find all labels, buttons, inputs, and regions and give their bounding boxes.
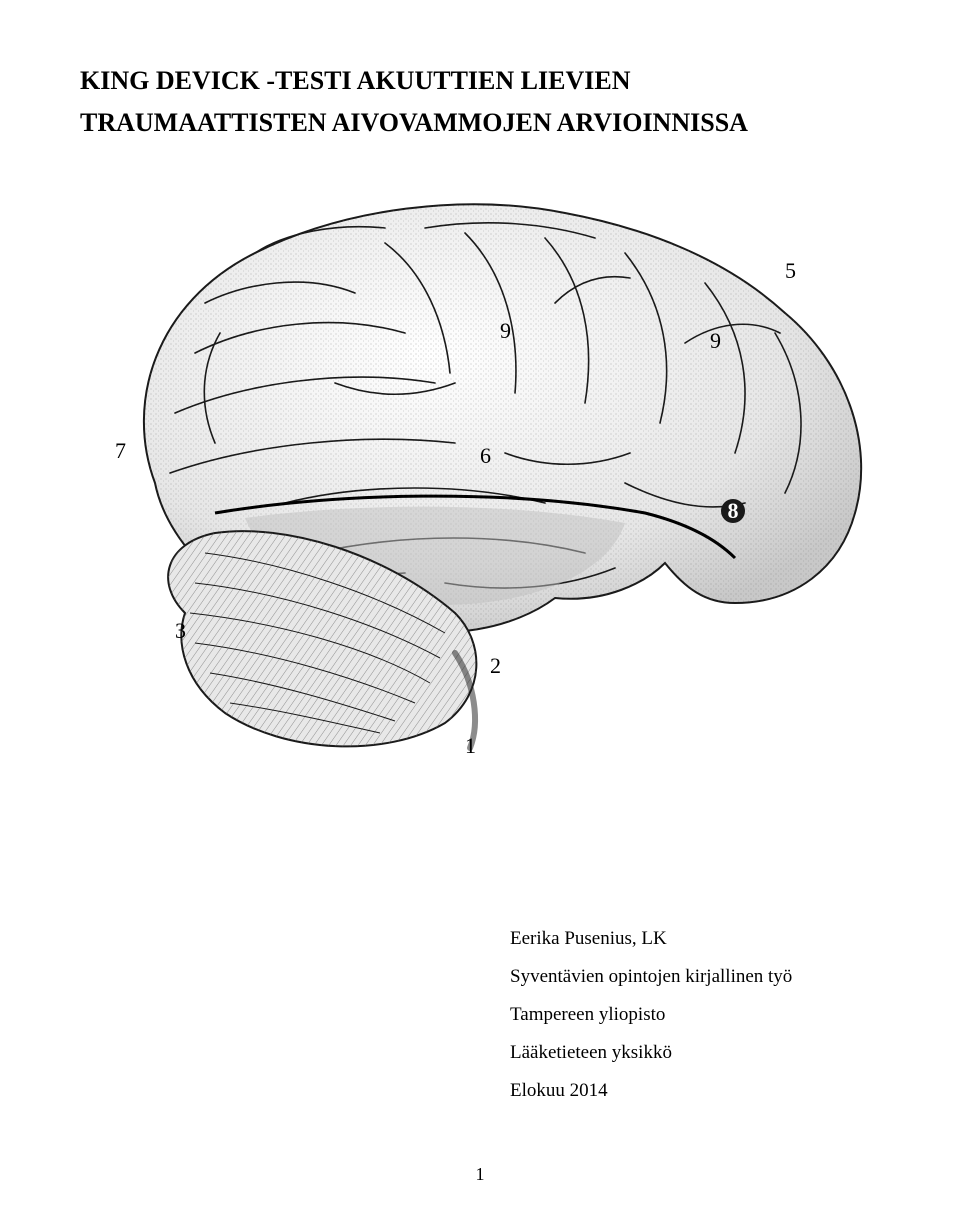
figure-label-9: 9 bbox=[710, 328, 721, 353]
figure-label-7: 7 bbox=[115, 438, 126, 463]
author-unit: Lääketieteen yksikkö bbox=[510, 1034, 792, 1072]
figure-label-2: 2 bbox=[490, 653, 501, 678]
title-line-1: KING DEVICK -TESTI AKUUTTIEN LIEVIEN bbox=[80, 66, 630, 95]
figure-label-9: 9 bbox=[500, 318, 511, 343]
figure-label-3: 3 bbox=[175, 618, 186, 643]
figure-label-1: 1 bbox=[465, 733, 476, 758]
author-block: Eerika Pusenius, LK Syventävien opintoje… bbox=[510, 920, 792, 1110]
brain-illustration: 1 2 3 5 6 7 8 9 9 bbox=[85, 183, 875, 783]
figure-label-5: 5 bbox=[785, 258, 796, 283]
author-name: Eerika Pusenius, LK bbox=[510, 920, 792, 958]
author-date: Elokuu 2014 bbox=[510, 1072, 792, 1110]
author-university: Tampereen yliopisto bbox=[510, 996, 792, 1034]
page-number: 1 bbox=[0, 1164, 960, 1185]
figure-label-6: 6 bbox=[480, 443, 491, 468]
title-line-2: TRAUMAATTISTEN AIVOVAMMOJEN ARVIOINNISSA bbox=[80, 108, 748, 137]
author-work: Syventävien opintojen kirjallinen työ bbox=[510, 958, 792, 996]
page-title: KING DEVICK -TESTI AKUUTTIEN LIEVIEN TRA… bbox=[80, 60, 880, 143]
figure-label-8: 8 bbox=[728, 498, 739, 523]
